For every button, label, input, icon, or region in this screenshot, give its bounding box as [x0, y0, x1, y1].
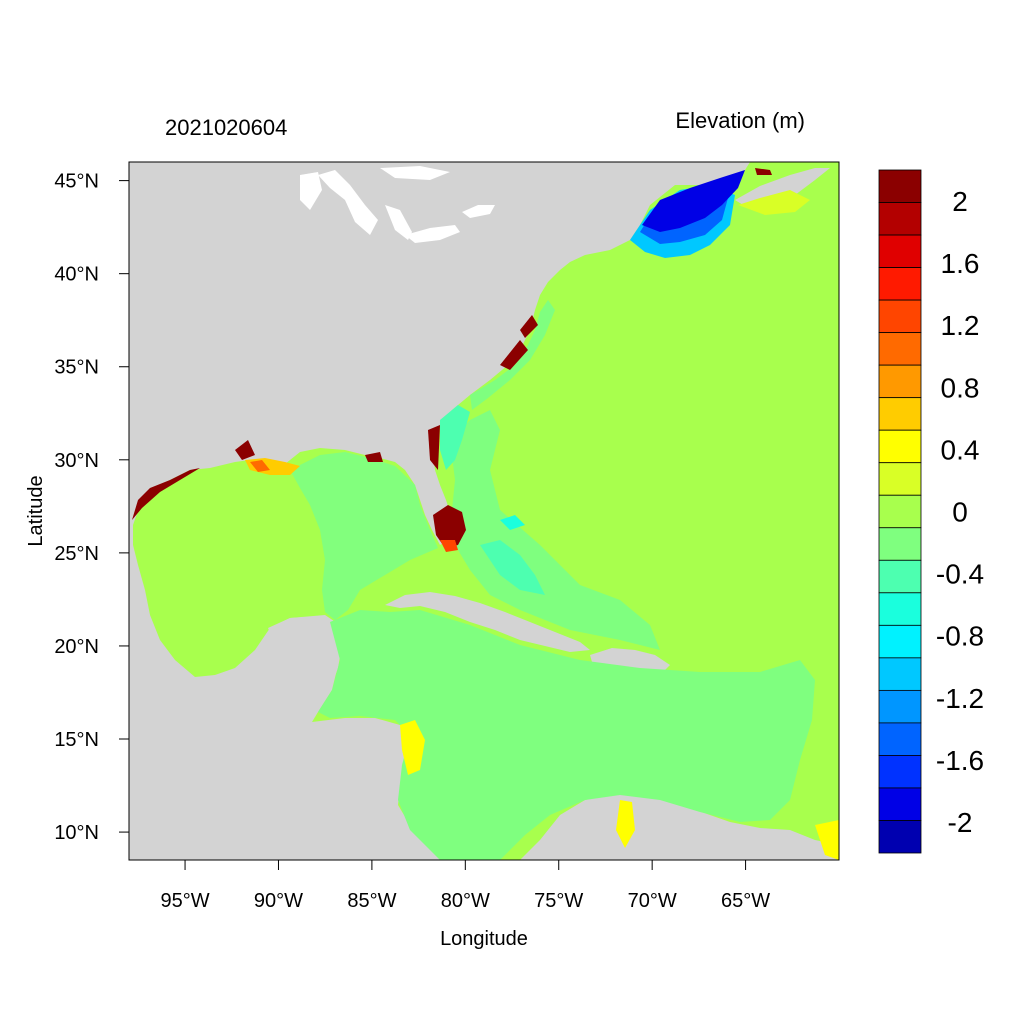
x-tick-label: 70°W: [628, 890, 677, 912]
colorbar-swatch: [878, 527, 922, 561]
y-tick-label: 20°N: [54, 636, 99, 658]
colorbar-tick-label: -1.6: [936, 745, 984, 776]
colorbar-tick-label: 2: [952, 186, 968, 217]
y-axis-label: Latitude: [25, 475, 47, 546]
shelf-southeast: [440, 405, 470, 470]
surge-nova-scotia: [738, 190, 810, 215]
colorbar-swatch: [878, 429, 922, 464]
surge-southwest-florida-edge: [440, 540, 458, 552]
x-axis-label: Longitude: [440, 928, 528, 950]
coastal-flooding-speckle: [132, 168, 772, 520]
land-nova-scotia: [735, 168, 830, 208]
surge-nicaragua: [400, 720, 425, 775]
colorbar-tick-label: 1.2: [941, 310, 980, 341]
map-panel: [128, 161, 840, 861]
colorbar-tick-label: -0.4: [936, 559, 984, 590]
colorbar-tick-label: -1.2: [936, 683, 984, 714]
x-tick-label: 65°W: [721, 890, 770, 912]
surge-gulf-of-maine-inner: [642, 170, 745, 232]
shelf-carolinas: [470, 300, 555, 410]
colorbar-swatch: [878, 169, 922, 203]
land-cuba: [385, 592, 590, 652]
x-tick-label: 75°W: [534, 890, 583, 912]
land-south-america: [520, 792, 839, 860]
colorbar-swatch: [878, 820, 922, 854]
colorbar-swatch: [878, 787, 922, 821]
colorbar-swatch: [878, 494, 922, 529]
bahamas-banks: [480, 540, 545, 595]
colorbar-tick-label: -2: [948, 807, 973, 838]
colorbar-swatch: [878, 332, 922, 366]
x-tick-label: 90°W: [254, 890, 303, 912]
colorbar-tick-label: 0: [952, 497, 968, 528]
colorbar-swatch: [878, 364, 922, 399]
bahamas-zone: [450, 410, 660, 650]
colorbar-swatch: [878, 592, 922, 626]
colorbar-swatch: [878, 202, 922, 236]
map-frame: [128, 161, 840, 861]
colorbar-tick-label: 0.4: [941, 434, 980, 465]
y-tick-label: 10°N: [54, 822, 99, 844]
colorbar-swatch: [878, 234, 922, 268]
colorbar-swatch: [878, 689, 922, 724]
colorbar-legend: [878, 169, 922, 854]
colorbar-tick-label: 1.6: [941, 248, 980, 279]
variable-title: Elevation (m): [675, 108, 805, 133]
y-tick-label: 40°N: [54, 264, 99, 286]
colorbar-swatch: [878, 755, 922, 789]
y-tick-label: 15°N: [54, 729, 99, 751]
gulf-of-mexico-zone: [290, 452, 438, 620]
colorbar-swatch: [878, 559, 922, 594]
colorbar-tick-label: -0.8: [936, 621, 984, 652]
caribbean-zone: [318, 610, 815, 860]
y-axis-ticks: 45°N 40°N 35°N 30°N 25°N 20°N 15°N 10°N: [54, 171, 129, 844]
colorbar-swatch: [878, 657, 922, 691]
colorbar-swatch: [878, 299, 922, 334]
bahamas-banks-2: [500, 515, 525, 530]
y-tick-label: 35°N: [54, 357, 99, 379]
colorbar-swatch: [878, 397, 922, 431]
y-tick-label: 45°N: [54, 171, 99, 193]
colorbar-labels: 2 1.6 1.2 0.8 0.4 0 -0.4 -0.8 -1.2 -1.6 -2: [936, 186, 984, 838]
surge-louisiana-coast-red: [250, 460, 270, 472]
great-lakes: [300, 166, 495, 243]
x-axis-ticks: 95°W 90°W 85°W 80°W 75°W 70°W 65°W: [160, 860, 770, 912]
land-yucatan: [268, 615, 342, 720]
colorbar-swatch: [878, 624, 922, 659]
colorbar-swatch: [878, 462, 922, 496]
surge-southwest-florida: [433, 505, 466, 548]
colorbar-tick-label: 0.8: [941, 372, 980, 403]
x-tick-label: 85°W: [347, 890, 396, 912]
surge-lesser-antilles: [815, 820, 839, 860]
y-tick-label: 30°N: [54, 450, 99, 472]
x-tick-label: 95°W: [160, 890, 209, 912]
x-tick-label: 80°W: [441, 890, 490, 912]
timestamp-title: 2021020604: [165, 115, 287, 140]
y-tick-label: 25°N: [54, 543, 99, 565]
surge-venezuela: [616, 800, 635, 848]
colorbar-swatch: [878, 722, 922, 756]
colorbar-swatch: [878, 267, 922, 301]
